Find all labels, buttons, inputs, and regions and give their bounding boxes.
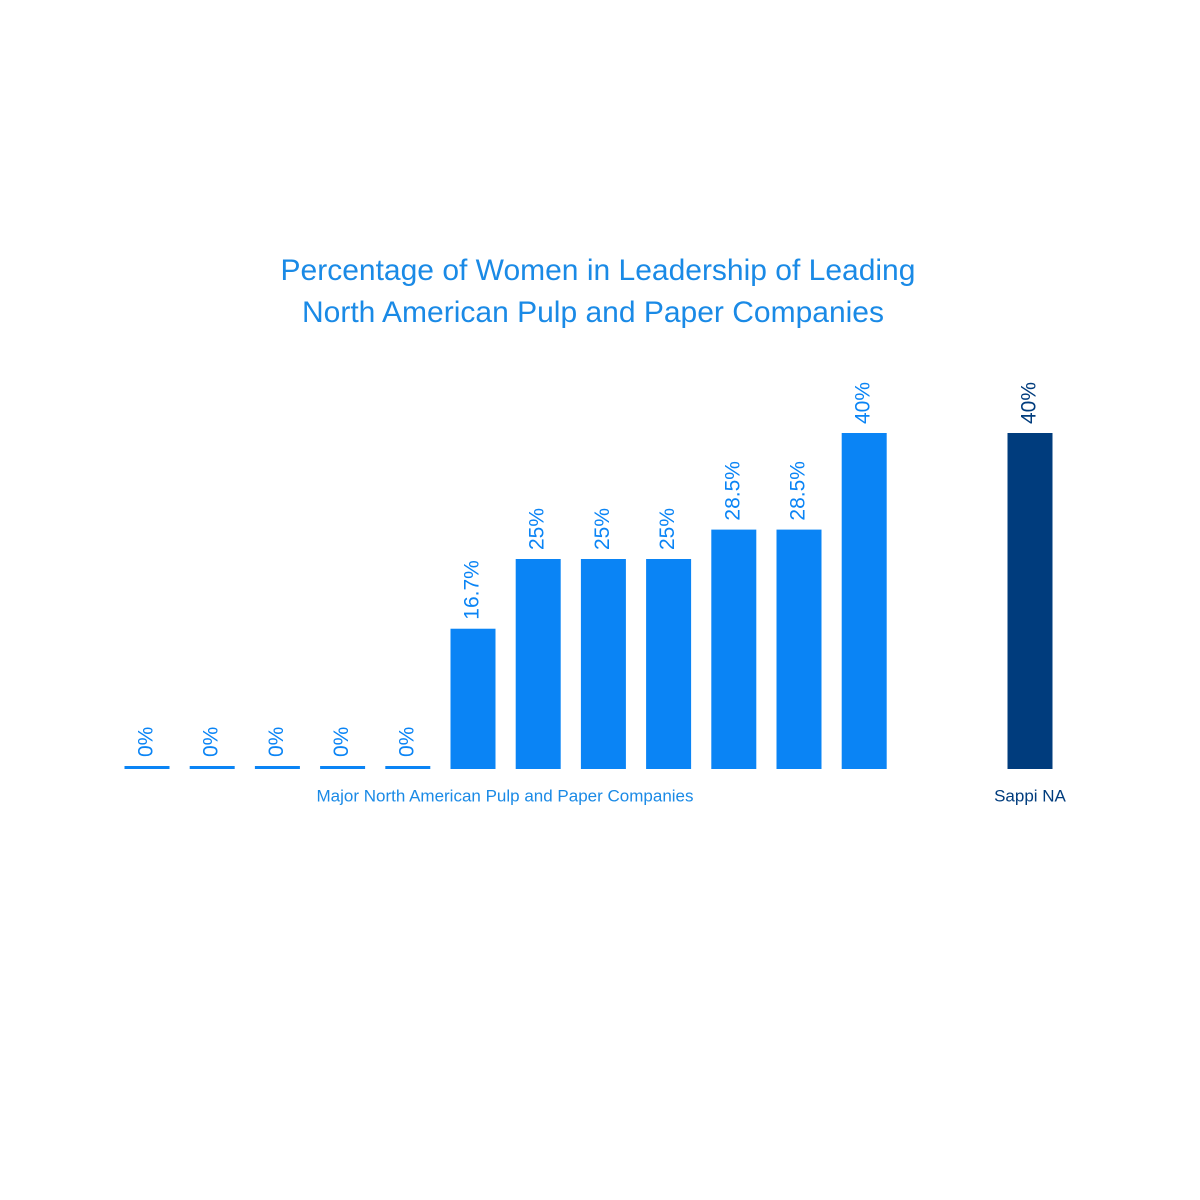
bar (841, 433, 887, 769)
bar (1007, 433, 1053, 769)
value-label: 40% (1018, 382, 1041, 424)
value-label: 25% (656, 508, 679, 550)
bar (450, 628, 496, 769)
bar (189, 766, 235, 769)
value-label: 25% (526, 508, 549, 550)
bar (320, 766, 366, 769)
bar (776, 529, 822, 769)
value-label: 40% (852, 382, 875, 424)
bar (515, 559, 561, 769)
value-label: 0% (395, 727, 418, 757)
bar (646, 559, 692, 769)
value-label: 0% (330, 727, 353, 757)
x-tick-label: Sappi NA (994, 786, 1066, 805)
value-label: 25% (591, 508, 614, 550)
value-label: 0% (135, 727, 158, 757)
value-label: 28.5% (721, 461, 744, 521)
bar (124, 766, 170, 769)
value-label: 16.7% (461, 560, 484, 620)
bar (385, 766, 431, 769)
value-label: 28.5% (787, 461, 810, 521)
bar (254, 766, 300, 769)
bar (711, 529, 757, 769)
value-label: 0% (200, 727, 223, 757)
group-label: Major North American Pulp and Paper Comp… (316, 786, 693, 805)
chart-title: Percentage of Women in Leadership of Lea… (281, 254, 916, 287)
bar (580, 559, 626, 769)
chart-title: North American Pulp and Paper Companies (302, 296, 884, 329)
value-label: 0% (265, 727, 288, 757)
